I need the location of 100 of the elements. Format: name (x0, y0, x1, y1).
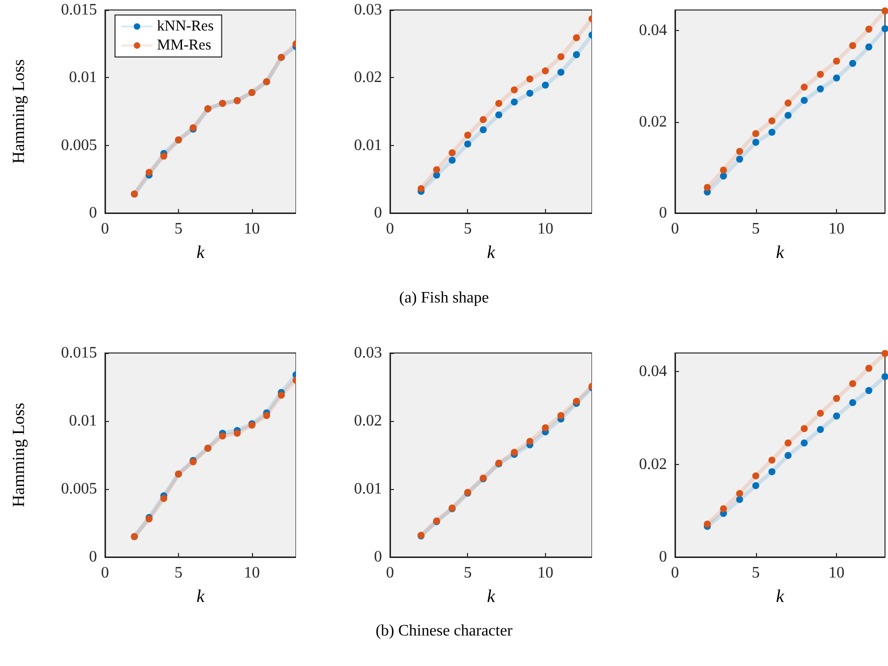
x-axis-title: k (196, 242, 206, 262)
x-tick-label: 0 (671, 220, 679, 238)
y-tick-label: 0.02 (354, 412, 382, 430)
point (865, 43, 872, 50)
point (542, 67, 549, 74)
x-axis-title: k (196, 586, 206, 606)
point (784, 452, 792, 459)
point (526, 90, 534, 97)
point (234, 430, 241, 437)
point (557, 412, 564, 420)
point (882, 25, 888, 32)
point (833, 412, 840, 420)
point (510, 86, 518, 94)
y-tick-label: 0.02 (354, 69, 382, 86)
x-tick-label: 10 (244, 220, 260, 238)
point (768, 456, 776, 464)
y-tick-label: 0.04 (639, 22, 667, 40)
point (800, 84, 808, 91)
x-tick-label: 5 (174, 220, 182, 238)
point (433, 166, 440, 174)
point (784, 112, 792, 119)
x-tick-label: 10 (828, 220, 845, 238)
point (833, 74, 840, 82)
point (160, 152, 168, 160)
x-tick-label: 0 (386, 220, 394, 238)
point (418, 185, 425, 192)
y-tick-label: 0.01 (354, 480, 382, 498)
x-tick-label: 5 (752, 564, 760, 582)
point (849, 60, 856, 67)
y-tick-label: 0 (659, 204, 667, 222)
y-tick-label: 0.005 (61, 136, 97, 154)
y-tick-label: 0 (89, 204, 97, 222)
y-tick-label: 0.03 (354, 2, 382, 18)
x-axis-title: k (487, 586, 496, 606)
x-tick-label: 5 (174, 564, 182, 582)
point (278, 392, 285, 399)
point (464, 140, 472, 148)
point (882, 7, 888, 14)
point (557, 68, 564, 76)
x-axis-title: k (776, 586, 785, 606)
y-tick-label: 0.04 (639, 363, 667, 380)
point (219, 432, 226, 440)
point (816, 85, 824, 92)
point (526, 438, 534, 445)
x-tick-label: 5 (752, 220, 760, 238)
point (704, 184, 711, 191)
point (736, 148, 744, 155)
point (752, 138, 760, 146)
point (263, 412, 270, 420)
point (800, 96, 808, 104)
y-tick-label: 0.005 (61, 480, 97, 498)
point (480, 116, 487, 124)
point (865, 26, 872, 33)
point (816, 410, 824, 417)
x-axis-title: k (776, 242, 785, 262)
point (752, 482, 760, 490)
point (865, 387, 872, 394)
point (572, 51, 580, 58)
point (752, 130, 760, 138)
x-tick-label: 10 (537, 220, 554, 238)
y-tick-label: 0 (374, 548, 382, 566)
point (464, 132, 472, 139)
point (752, 472, 760, 480)
point (495, 111, 502, 118)
legend-label: MM-Res (157, 38, 212, 54)
point (480, 126, 487, 134)
x-tick-label: 0 (101, 564, 109, 582)
point (720, 505, 727, 512)
y-tick-label: 0.01 (354, 136, 382, 154)
point (448, 149, 456, 156)
x-tick-label: 5 (464, 564, 472, 582)
point (849, 380, 856, 388)
point (720, 172, 727, 180)
x-tick-label: 10 (244, 564, 260, 582)
point (800, 439, 808, 446)
x-tick-label: 0 (101, 220, 109, 238)
x-tick-label: 10 (537, 564, 554, 582)
y-tick-label: 0.03 (354, 344, 382, 362)
y-tick-label: 0.01 (69, 412, 97, 430)
point (849, 42, 856, 50)
y-tick-label: 0.02 (639, 456, 667, 473)
point (800, 425, 808, 432)
y-tick-label: 0 (89, 548, 97, 566)
point (768, 468, 776, 476)
point (736, 156, 744, 163)
y-axis-title: Hamming Loss (9, 402, 28, 508)
y-tick-label: 0 (374, 204, 382, 222)
x-tick-label: 5 (464, 220, 472, 238)
point (542, 82, 549, 89)
y-tick-label: 0.015 (61, 344, 97, 362)
point (849, 399, 856, 406)
point (448, 156, 456, 164)
point (816, 70, 824, 78)
point (736, 496, 744, 504)
point (768, 117, 776, 124)
x-tick-label: 10 (828, 564, 845, 582)
legend-label: kNN-Res (157, 18, 214, 34)
point (768, 128, 776, 136)
point (833, 394, 840, 402)
y-tick-label: 0.015 (61, 2, 97, 18)
